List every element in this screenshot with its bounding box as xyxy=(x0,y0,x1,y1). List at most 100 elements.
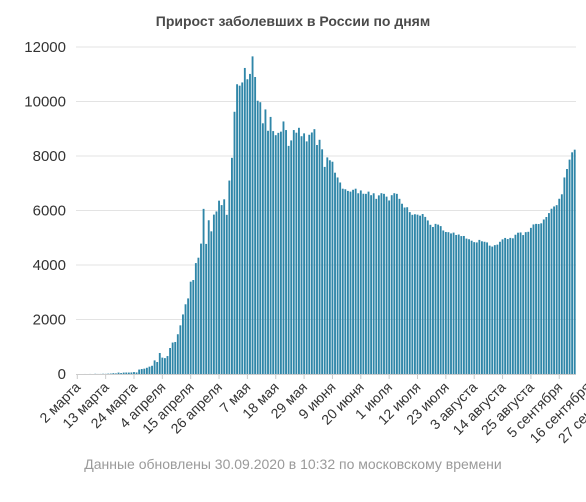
bar xyxy=(388,200,391,374)
bar xyxy=(501,239,504,374)
bar xyxy=(300,136,303,374)
bar xyxy=(537,224,540,374)
bar xyxy=(153,360,156,375)
bar xyxy=(568,159,571,374)
bar xyxy=(166,356,169,374)
bar xyxy=(310,132,313,374)
bar xyxy=(200,243,202,374)
bar xyxy=(403,207,406,374)
bar xyxy=(145,367,148,374)
bar xyxy=(452,232,455,374)
y-tick-label: 6000 xyxy=(33,203,66,220)
y-tick-label: 0 xyxy=(58,366,66,383)
bar xyxy=(401,203,403,374)
bar xyxy=(558,198,561,374)
bars xyxy=(84,56,576,375)
bar xyxy=(194,263,197,374)
bar xyxy=(481,241,483,374)
bar xyxy=(522,235,525,374)
bar xyxy=(117,372,120,374)
bar xyxy=(120,373,123,374)
bar xyxy=(429,224,432,374)
bar xyxy=(205,243,208,374)
bar xyxy=(553,206,556,374)
bar xyxy=(419,215,421,374)
bar xyxy=(223,199,226,374)
bar xyxy=(135,372,138,374)
bar xyxy=(336,177,339,374)
bar xyxy=(254,77,257,374)
bar xyxy=(171,342,174,374)
bar xyxy=(305,141,308,374)
bar xyxy=(380,193,383,374)
bar xyxy=(163,358,166,374)
bar xyxy=(470,240,473,374)
bar xyxy=(432,226,434,374)
bar xyxy=(115,373,117,374)
bar xyxy=(202,208,205,374)
bar xyxy=(532,224,535,374)
bar xyxy=(370,195,373,374)
bar xyxy=(246,79,249,375)
bar xyxy=(210,231,213,374)
bar xyxy=(285,130,287,374)
bar xyxy=(504,237,507,374)
bar xyxy=(236,84,239,374)
bar xyxy=(550,208,553,374)
bar xyxy=(352,189,354,374)
bar xyxy=(331,161,334,374)
bar xyxy=(488,245,491,374)
bar xyxy=(344,189,347,374)
bar xyxy=(169,348,171,374)
y-axis-ticks: 0 2000 4000 6000 8000 10000 12000 xyxy=(24,39,66,383)
bar xyxy=(339,182,342,374)
bar xyxy=(303,133,306,374)
bar xyxy=(241,82,244,374)
bar xyxy=(238,85,241,375)
y-tick-label: 8000 xyxy=(33,148,66,165)
bar xyxy=(509,237,512,374)
bar xyxy=(148,366,151,374)
bar xyxy=(277,132,280,374)
bar xyxy=(390,195,393,374)
bar xyxy=(207,220,210,374)
bar xyxy=(413,214,416,374)
bar xyxy=(218,200,220,374)
bar xyxy=(465,238,468,374)
bar xyxy=(287,145,290,374)
bar xyxy=(308,134,311,374)
bar xyxy=(506,239,509,374)
bar xyxy=(367,191,370,374)
bar xyxy=(143,368,146,374)
bar xyxy=(122,372,125,374)
bar xyxy=(264,109,267,375)
bar xyxy=(179,325,182,374)
bar xyxy=(377,195,380,374)
bar xyxy=(375,198,378,374)
bar xyxy=(398,198,401,374)
bar xyxy=(542,219,545,374)
bar xyxy=(555,205,558,374)
bar xyxy=(475,242,478,374)
bar xyxy=(383,193,385,374)
bar xyxy=(279,131,282,374)
bar xyxy=(408,212,411,374)
bar xyxy=(184,304,187,374)
bar xyxy=(220,205,223,374)
bar xyxy=(161,357,164,374)
bar xyxy=(282,121,285,374)
bar xyxy=(462,235,465,374)
bar xyxy=(112,373,115,374)
bar xyxy=(372,193,375,374)
bar xyxy=(316,144,318,374)
bar xyxy=(158,352,161,374)
chart-title: Прирост заболевших в России по дням xyxy=(155,13,431,29)
bar xyxy=(527,231,530,374)
bar xyxy=(519,232,522,374)
bar xyxy=(212,214,215,374)
bar xyxy=(228,180,231,374)
bar xyxy=(444,231,447,374)
bar xyxy=(529,227,532,374)
y-tick-label: 12000 xyxy=(24,39,66,56)
bar xyxy=(182,314,184,374)
